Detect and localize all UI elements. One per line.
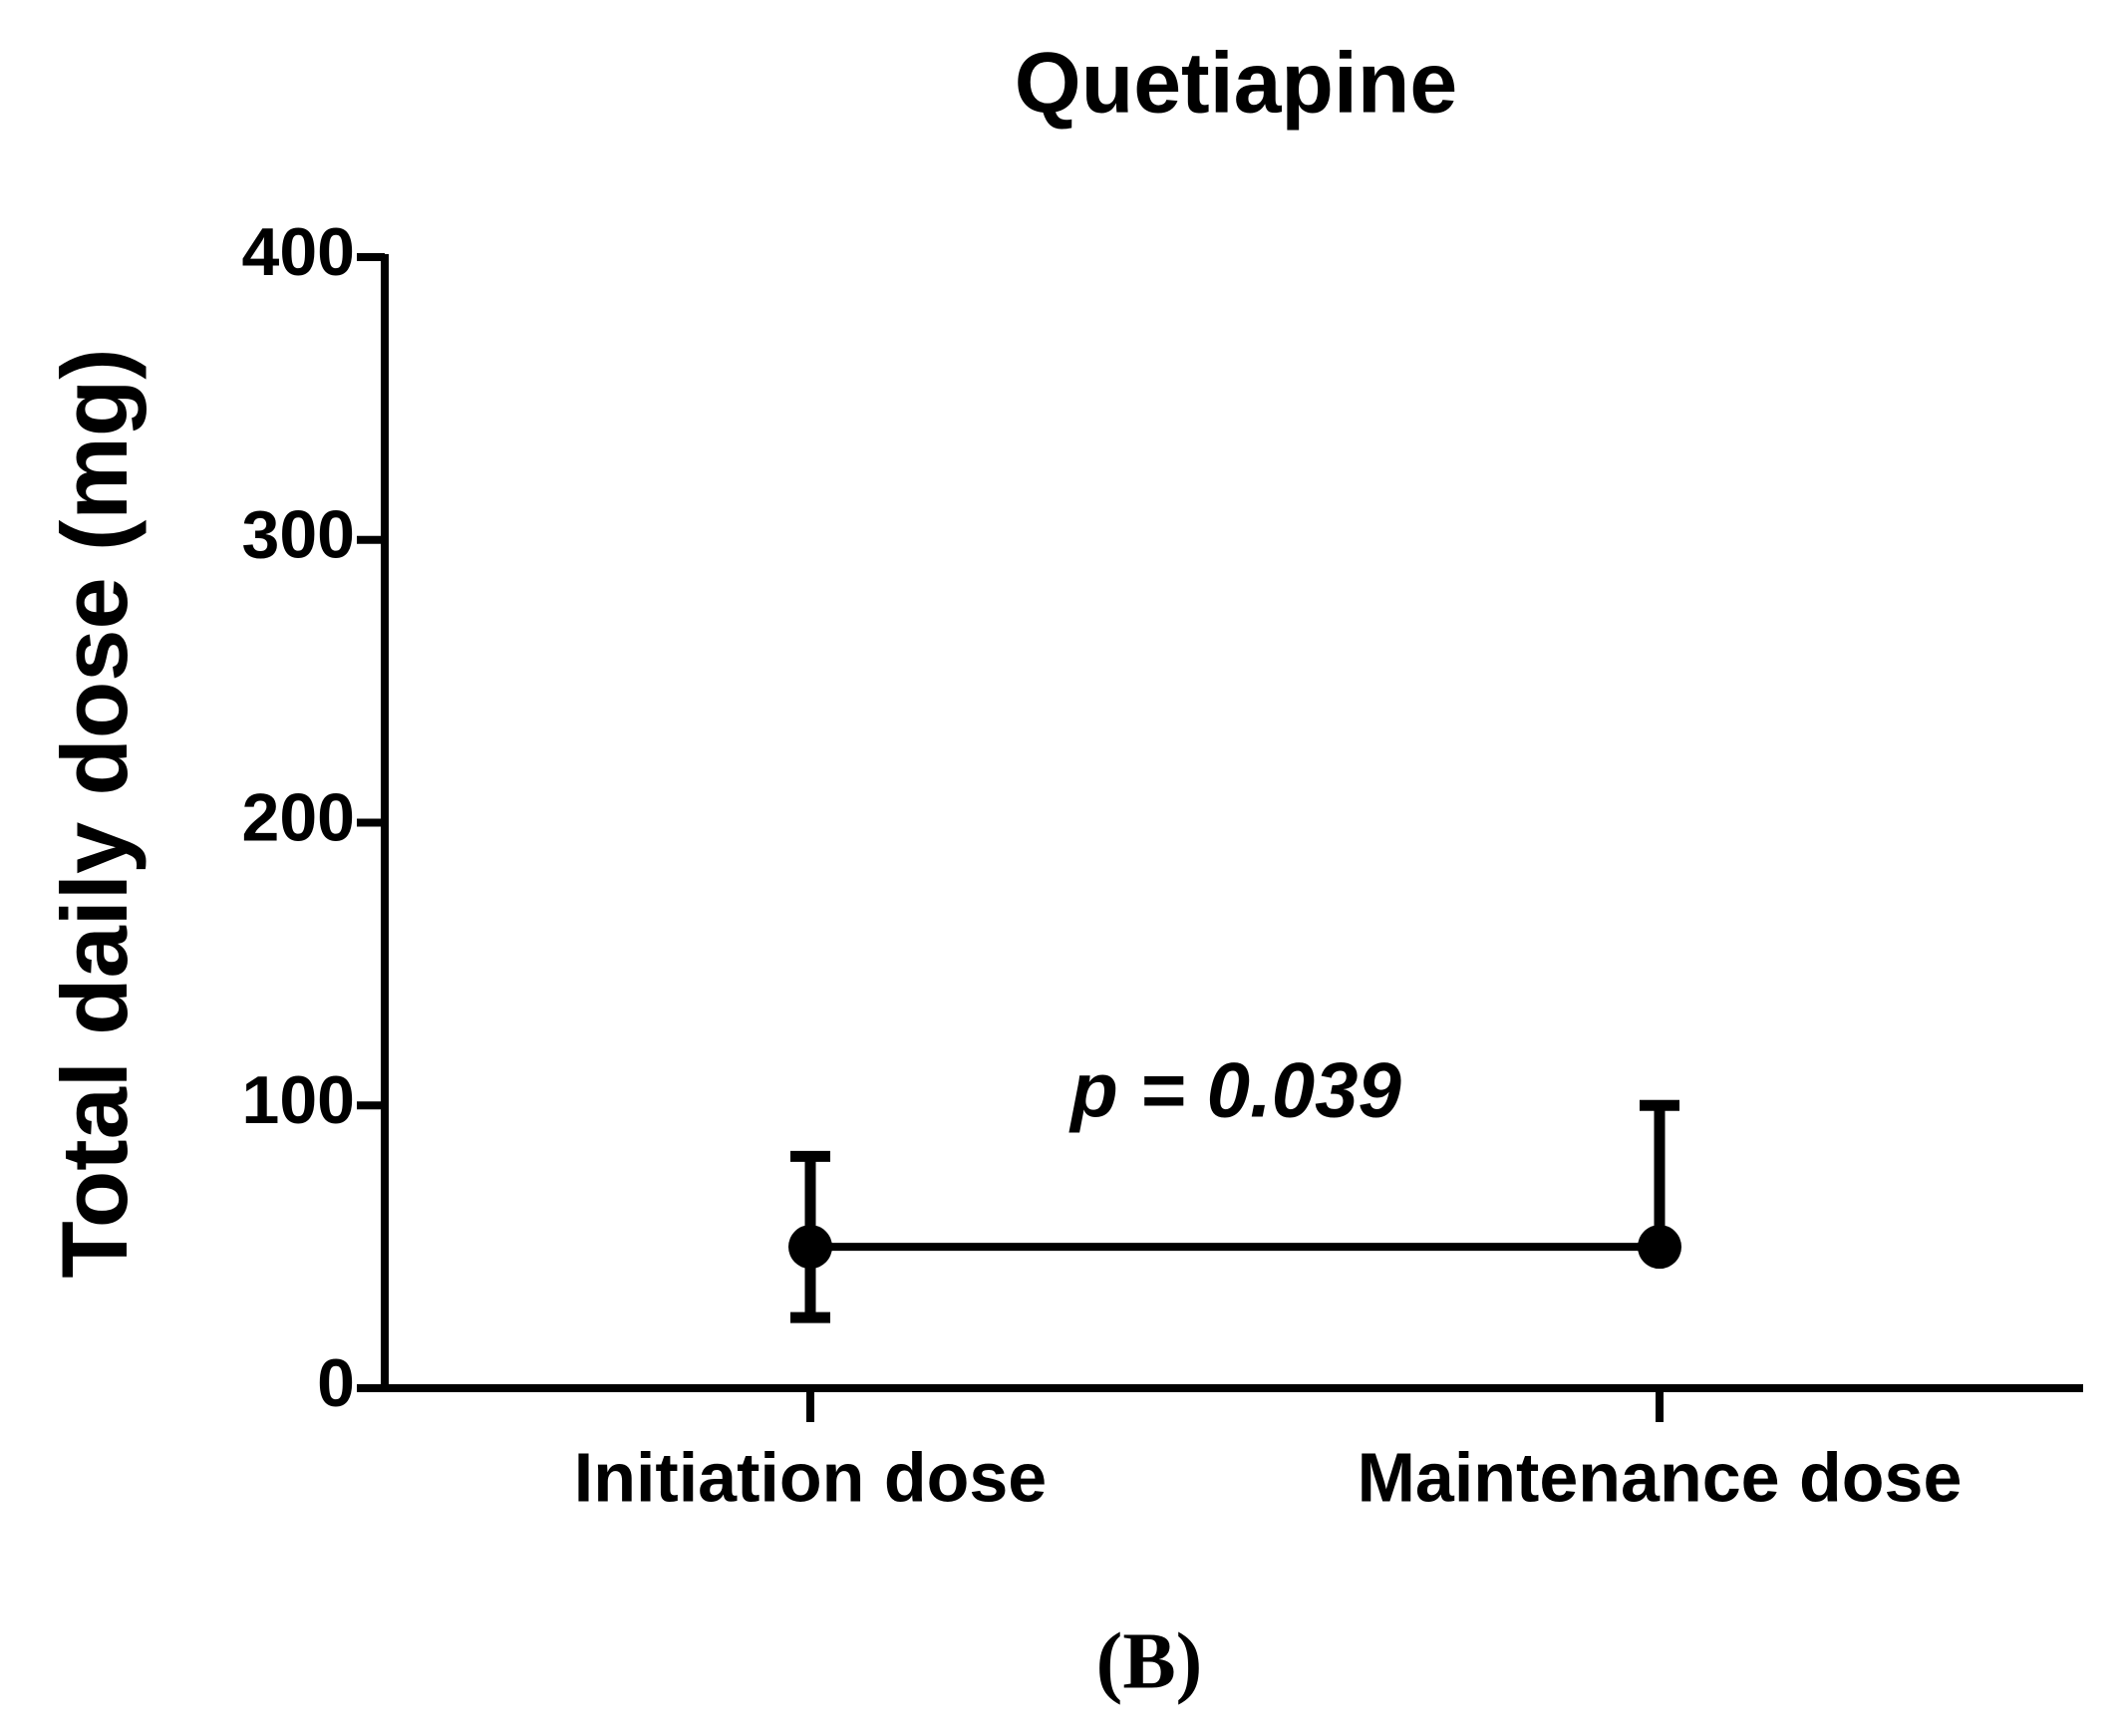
y-tick-label: 300 [242, 497, 355, 573]
y-tick-label: 100 [242, 1062, 355, 1138]
annotation: p = 0.039 [1068, 1046, 1401, 1134]
caption: (B) [1096, 1617, 1203, 1705]
y-tick-label: 200 [242, 779, 355, 855]
x-tick-label: Initiation dose [574, 1438, 1047, 1516]
y-tick-label: 0 [317, 1345, 355, 1421]
point [788, 1225, 832, 1270]
y-axis-label: Total daily dose (mg) [42, 348, 147, 1278]
error-bar [1640, 1099, 1679, 1248]
point [1638, 1225, 1681, 1270]
y-tick-label: 400 [242, 214, 355, 290]
x-tick-label: Maintenance dose [1358, 1438, 1963, 1516]
chart-title: Quetiapine [1015, 36, 1457, 132]
